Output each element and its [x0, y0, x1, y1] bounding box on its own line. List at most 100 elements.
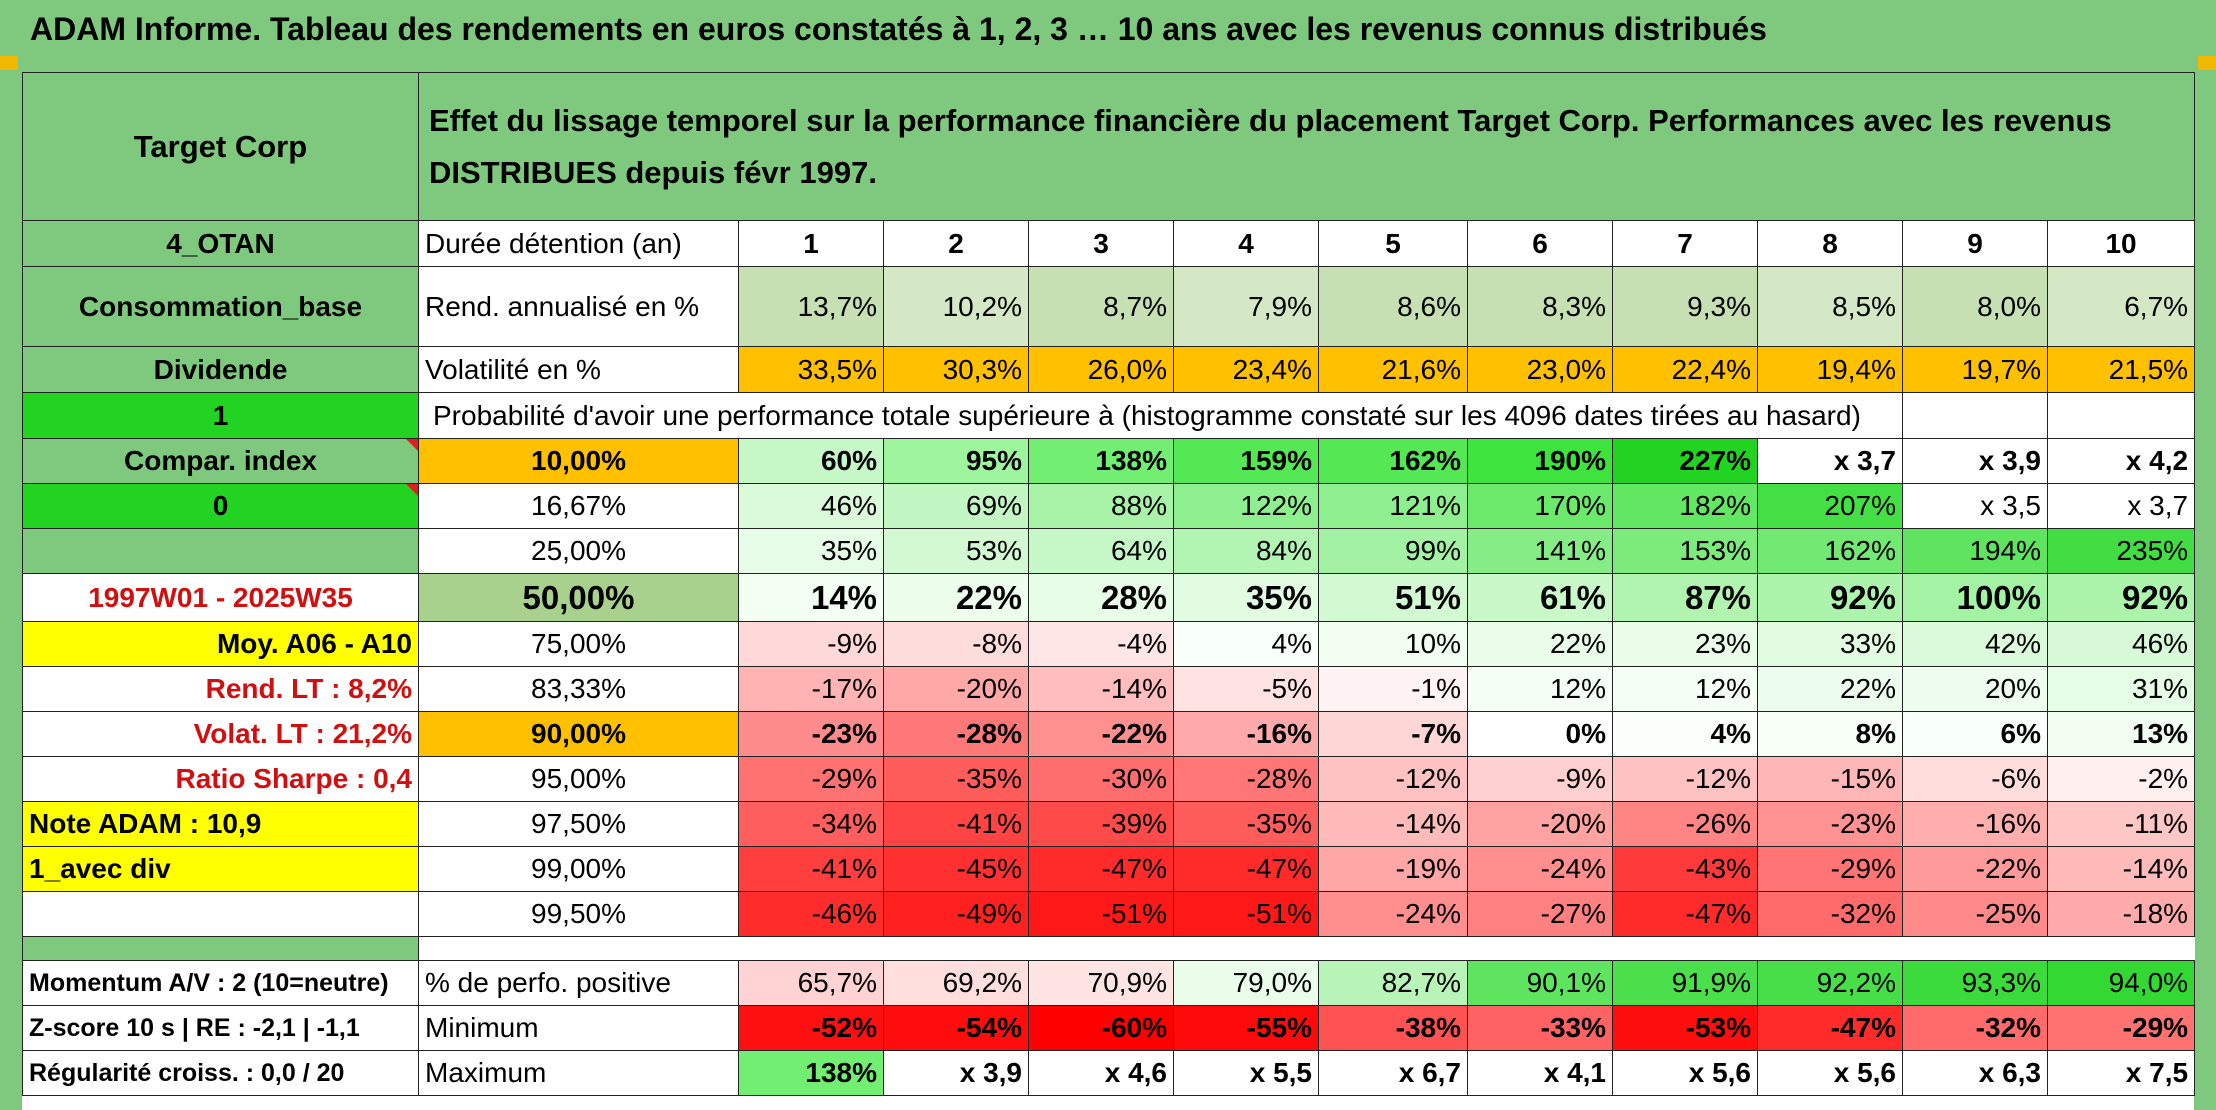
- probability-value: -51%: [1028, 891, 1174, 937]
- probability-value: -18%: [2046, 891, 2196, 937]
- probability-value: 35%: [1173, 573, 1319, 622]
- empty-cell: [1902, 392, 2048, 439]
- probability-value: 159%: [1173, 438, 1319, 484]
- probability-value: -43%: [1612, 846, 1758, 892]
- probability-value: -19%: [1318, 846, 1468, 892]
- year-header: 10: [2046, 220, 2196, 267]
- probability-value: 92%: [1757, 573, 1903, 622]
- table-description: Effet du lissage temporel sur la perform…: [417, 72, 2196, 221]
- probability-value: 0%: [1467, 711, 1613, 757]
- performance-table: Target Corp Effet du lissage temporel su…: [22, 72, 2196, 1096]
- pos-value: 92,2%: [1757, 960, 1903, 1006]
- probability-value: -47%: [1028, 846, 1174, 892]
- rend-value: 6,7%: [2046, 266, 2196, 347]
- rend-value: 9,3%: [1612, 266, 1758, 347]
- report-title: ADAM Informe. Tableau des rendements en …: [0, 0, 2216, 58]
- probability-value: -11%: [2046, 801, 2196, 847]
- probability-value: -47%: [1612, 891, 1758, 937]
- probability-value: -26%: [1612, 801, 1758, 847]
- probability-value: -16%: [1902, 801, 2048, 847]
- volat-value: 19,7%: [1902, 346, 2048, 393]
- probability-value: 64%: [1028, 528, 1174, 574]
- min-value: -29%: [2046, 1005, 2196, 1051]
- min-value: -53%: [1612, 1005, 1758, 1051]
- probability-value: 235%: [2046, 528, 2196, 574]
- volat-value: 33,5%: [738, 346, 884, 393]
- probability-value: 20%: [1902, 666, 2048, 712]
- spacer-green: [22, 936, 419, 961]
- probability-value: -14%: [1028, 666, 1174, 712]
- maximum-label: Maximum: [418, 1050, 739, 1096]
- probability-value: 35%: [738, 528, 884, 574]
- max-value: x 4,6: [1028, 1050, 1174, 1096]
- probability-value: -24%: [1467, 846, 1613, 892]
- sector-label: Consommation_base: [22, 266, 419, 347]
- probability-value: -39%: [1028, 801, 1174, 847]
- probability-value: 69%: [883, 483, 1029, 529]
- threshold-pct: 83,33%: [418, 666, 739, 712]
- volat-value: 19,4%: [1757, 346, 1903, 393]
- probability-value: 53%: [883, 528, 1029, 574]
- probability-value: x 3,7: [2046, 483, 2196, 529]
- probability-value: -20%: [1467, 801, 1613, 847]
- dividend-label: Dividende: [22, 346, 419, 393]
- min-value: -33%: [1467, 1005, 1613, 1051]
- probability-value: -8%: [883, 621, 1029, 667]
- period-label: 1997W01 - 2025W35: [22, 573, 419, 622]
- probability-value: 10%: [1318, 621, 1468, 667]
- min-value: -54%: [883, 1005, 1029, 1051]
- probability-value: 42%: [1902, 621, 2048, 667]
- probability-value: 84%: [1173, 528, 1319, 574]
- regularite-label: Régularité croiss. : 0,0 / 20: [22, 1050, 419, 1096]
- probability-value: -22%: [1902, 846, 2048, 892]
- probability-value: -32%: [1757, 891, 1903, 937]
- threshold-pct: 75,00%: [418, 621, 739, 667]
- max-value: x 5,6: [1612, 1050, 1758, 1096]
- probability-value: -7%: [1318, 711, 1468, 757]
- momentum-label: Momentum A/V : 2 (10=neutre): [22, 960, 419, 1006]
- corner-marker-right: [2198, 56, 2216, 70]
- probability-value: 170%: [1467, 483, 1613, 529]
- probability-value: 162%: [1318, 438, 1468, 484]
- probability-value: 95%: [883, 438, 1029, 484]
- probability-value: -51%: [1173, 891, 1319, 937]
- probability-value: 122%: [1173, 483, 1319, 529]
- max-value: x 5,5: [1173, 1050, 1319, 1096]
- compar-index-label: Compar. index: [22, 438, 419, 484]
- flag-one-cell: 1: [22, 392, 419, 439]
- probability-value: 99%: [1318, 528, 1468, 574]
- probability-value: x 3,5: [1902, 483, 2048, 529]
- rend-value: 8,7%: [1028, 266, 1174, 347]
- probability-value: -6%: [1902, 756, 2048, 802]
- volat-lt-label: Volat. LT : 21,2%: [22, 711, 419, 757]
- pos-value: 91,9%: [1612, 960, 1758, 1006]
- zscore-label: Z-score 10 s | RE : -2,1 | -1,1: [22, 1005, 419, 1051]
- probability-value: -24%: [1318, 891, 1468, 937]
- year-header: 5: [1318, 220, 1468, 267]
- probability-value: 12%: [1467, 666, 1613, 712]
- threshold-pct: 99,50%: [418, 891, 739, 937]
- probability-value: 87%: [1612, 573, 1758, 622]
- probability-value: -25%: [1902, 891, 2048, 937]
- probability-value: -14%: [1318, 801, 1468, 847]
- threshold-pct: 16,67%: [418, 483, 739, 529]
- probability-value: 141%: [1467, 528, 1613, 574]
- rend-value: 13,7%: [738, 266, 884, 347]
- probability-value: 162%: [1757, 528, 1903, 574]
- sharpe-label: Ratio Sharpe : 0,4: [22, 756, 419, 802]
- probability-value: 33%: [1757, 621, 1903, 667]
- rend-value: 8,3%: [1467, 266, 1613, 347]
- rend-value: 7,9%: [1173, 266, 1319, 347]
- blank-green-cell: [22, 528, 419, 574]
- probability-value: -4%: [1028, 621, 1174, 667]
- min-value: -32%: [1902, 1005, 2048, 1051]
- min-value: -55%: [1173, 1005, 1319, 1051]
- probability-value: 23%: [1612, 621, 1758, 667]
- probability-value: -29%: [1757, 846, 1903, 892]
- volat-value: 22,4%: [1612, 346, 1758, 393]
- probability-value: 46%: [738, 483, 884, 529]
- probability-value: 28%: [1028, 573, 1174, 622]
- probability-value: -12%: [1318, 756, 1468, 802]
- max-value: x 6,3: [1902, 1050, 2048, 1096]
- probability-value: -30%: [1028, 756, 1174, 802]
